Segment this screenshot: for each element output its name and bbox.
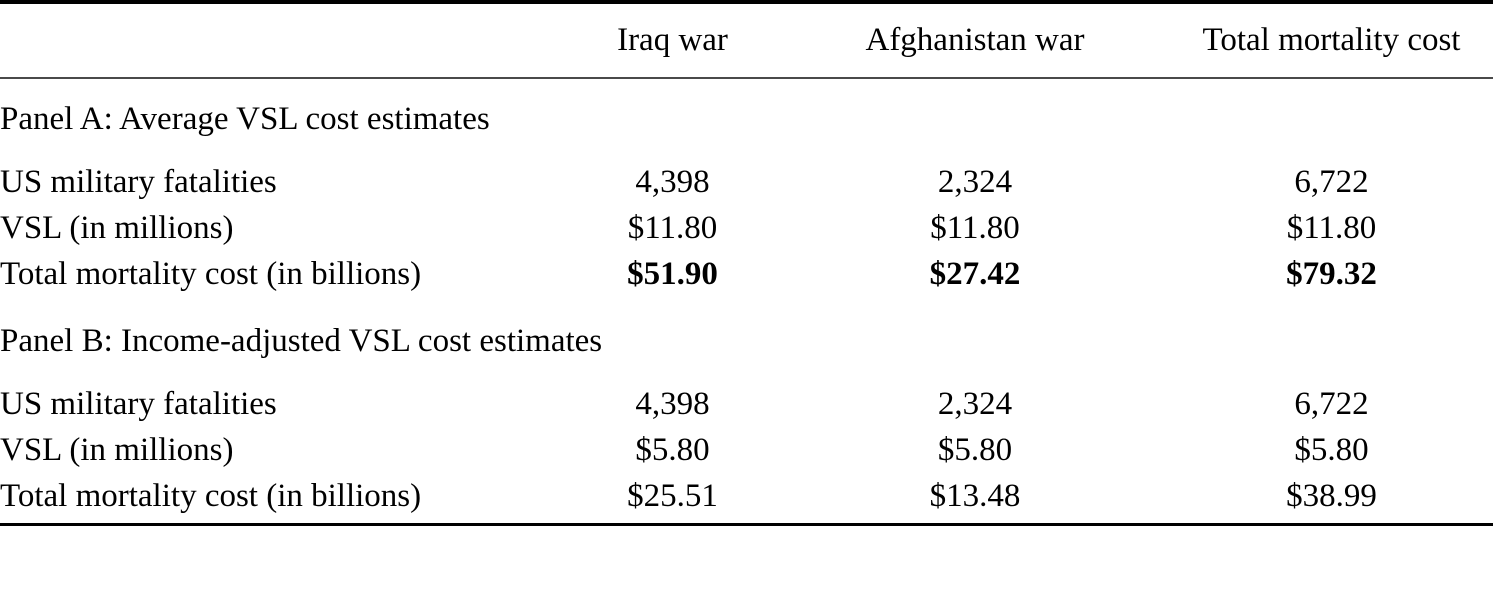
cell-afghanistan: $5.80 [937,432,1013,468]
column-header-row: Iraq war Afghanistan war Total mortality… [0,4,1493,77]
vsl-cost-table: Iraq war Afghanistan war Total mortality… [0,0,1493,527]
table-row-total: Total mortality cost (in billions) $51.9… [0,252,1493,301]
cell-afghanistan: $13.48 [929,478,1021,514]
table-row: US military fatalities 4,398 2,324 6,722 [0,380,1493,428]
cell-total: $79.32 [1286,256,1377,292]
cell-total: $11.80 [1286,210,1377,246]
table-row: US military fatalities 4,398 2,324 6,722 [0,158,1493,206]
row-label: Total mortality cost (in billions) [0,256,422,292]
table-body: Panel A: Average VSL cost estimates US m… [0,78,1493,527]
cell-iraq: 4,398 [635,386,710,422]
rule-bottom [0,523,1493,527]
panel-title-row: Panel A: Average VSL cost estimates [0,78,1493,158]
cell-afghanistan: $27.42 [929,256,1021,292]
cell-total: 6,722 [1294,386,1369,422]
row-label: VSL (in millions) [0,210,234,246]
table-row: VSL (in millions) $11.80 $11.80 $11.80 [0,206,1493,252]
row-label: Total mortality cost (in billions) [0,478,422,514]
table-header: Iraq war Afghanistan war Total mortality… [0,0,1493,79]
table-row-total: Total mortality cost (in billions) $25.5… [0,474,1493,525]
row-label: US military fatalities [0,386,277,422]
cell-iraq: 4,398 [635,164,710,200]
cell-total: $38.99 [1286,478,1377,514]
panel-a-title: Panel A: Average VSL cost estimates [0,101,490,137]
column-header-afghanistan-war: Afghanistan war [865,22,1085,58]
panel-title-row: Panel B: Income-adjusted VSL cost estima… [0,301,1493,380]
column-header-iraq-war: Iraq war [617,22,728,58]
cell-afghanistan: $11.80 [930,210,1020,246]
cell-iraq: $5.80 [635,432,710,468]
cell-iraq: $51.90 [627,256,718,292]
panel-b-title: Panel B: Income-adjusted VSL cost estima… [0,323,603,359]
cell-afghanistan: 2,324 [937,164,1013,200]
row-label: US military fatalities [0,164,277,200]
cell-iraq: $11.80 [627,210,718,246]
cell-total: $5.80 [1294,432,1369,468]
table-row: VSL (in millions) $5.80 $5.80 $5.80 [0,428,1493,474]
column-header-total-mortality-cost: Total mortality cost [1202,22,1461,58]
row-label: VSL (in millions) [0,432,234,468]
cell-total: 6,722 [1294,164,1369,200]
cell-afghanistan: 2,324 [937,386,1013,422]
column-header-label [0,4,565,77]
cell-iraq: $25.51 [627,478,718,514]
